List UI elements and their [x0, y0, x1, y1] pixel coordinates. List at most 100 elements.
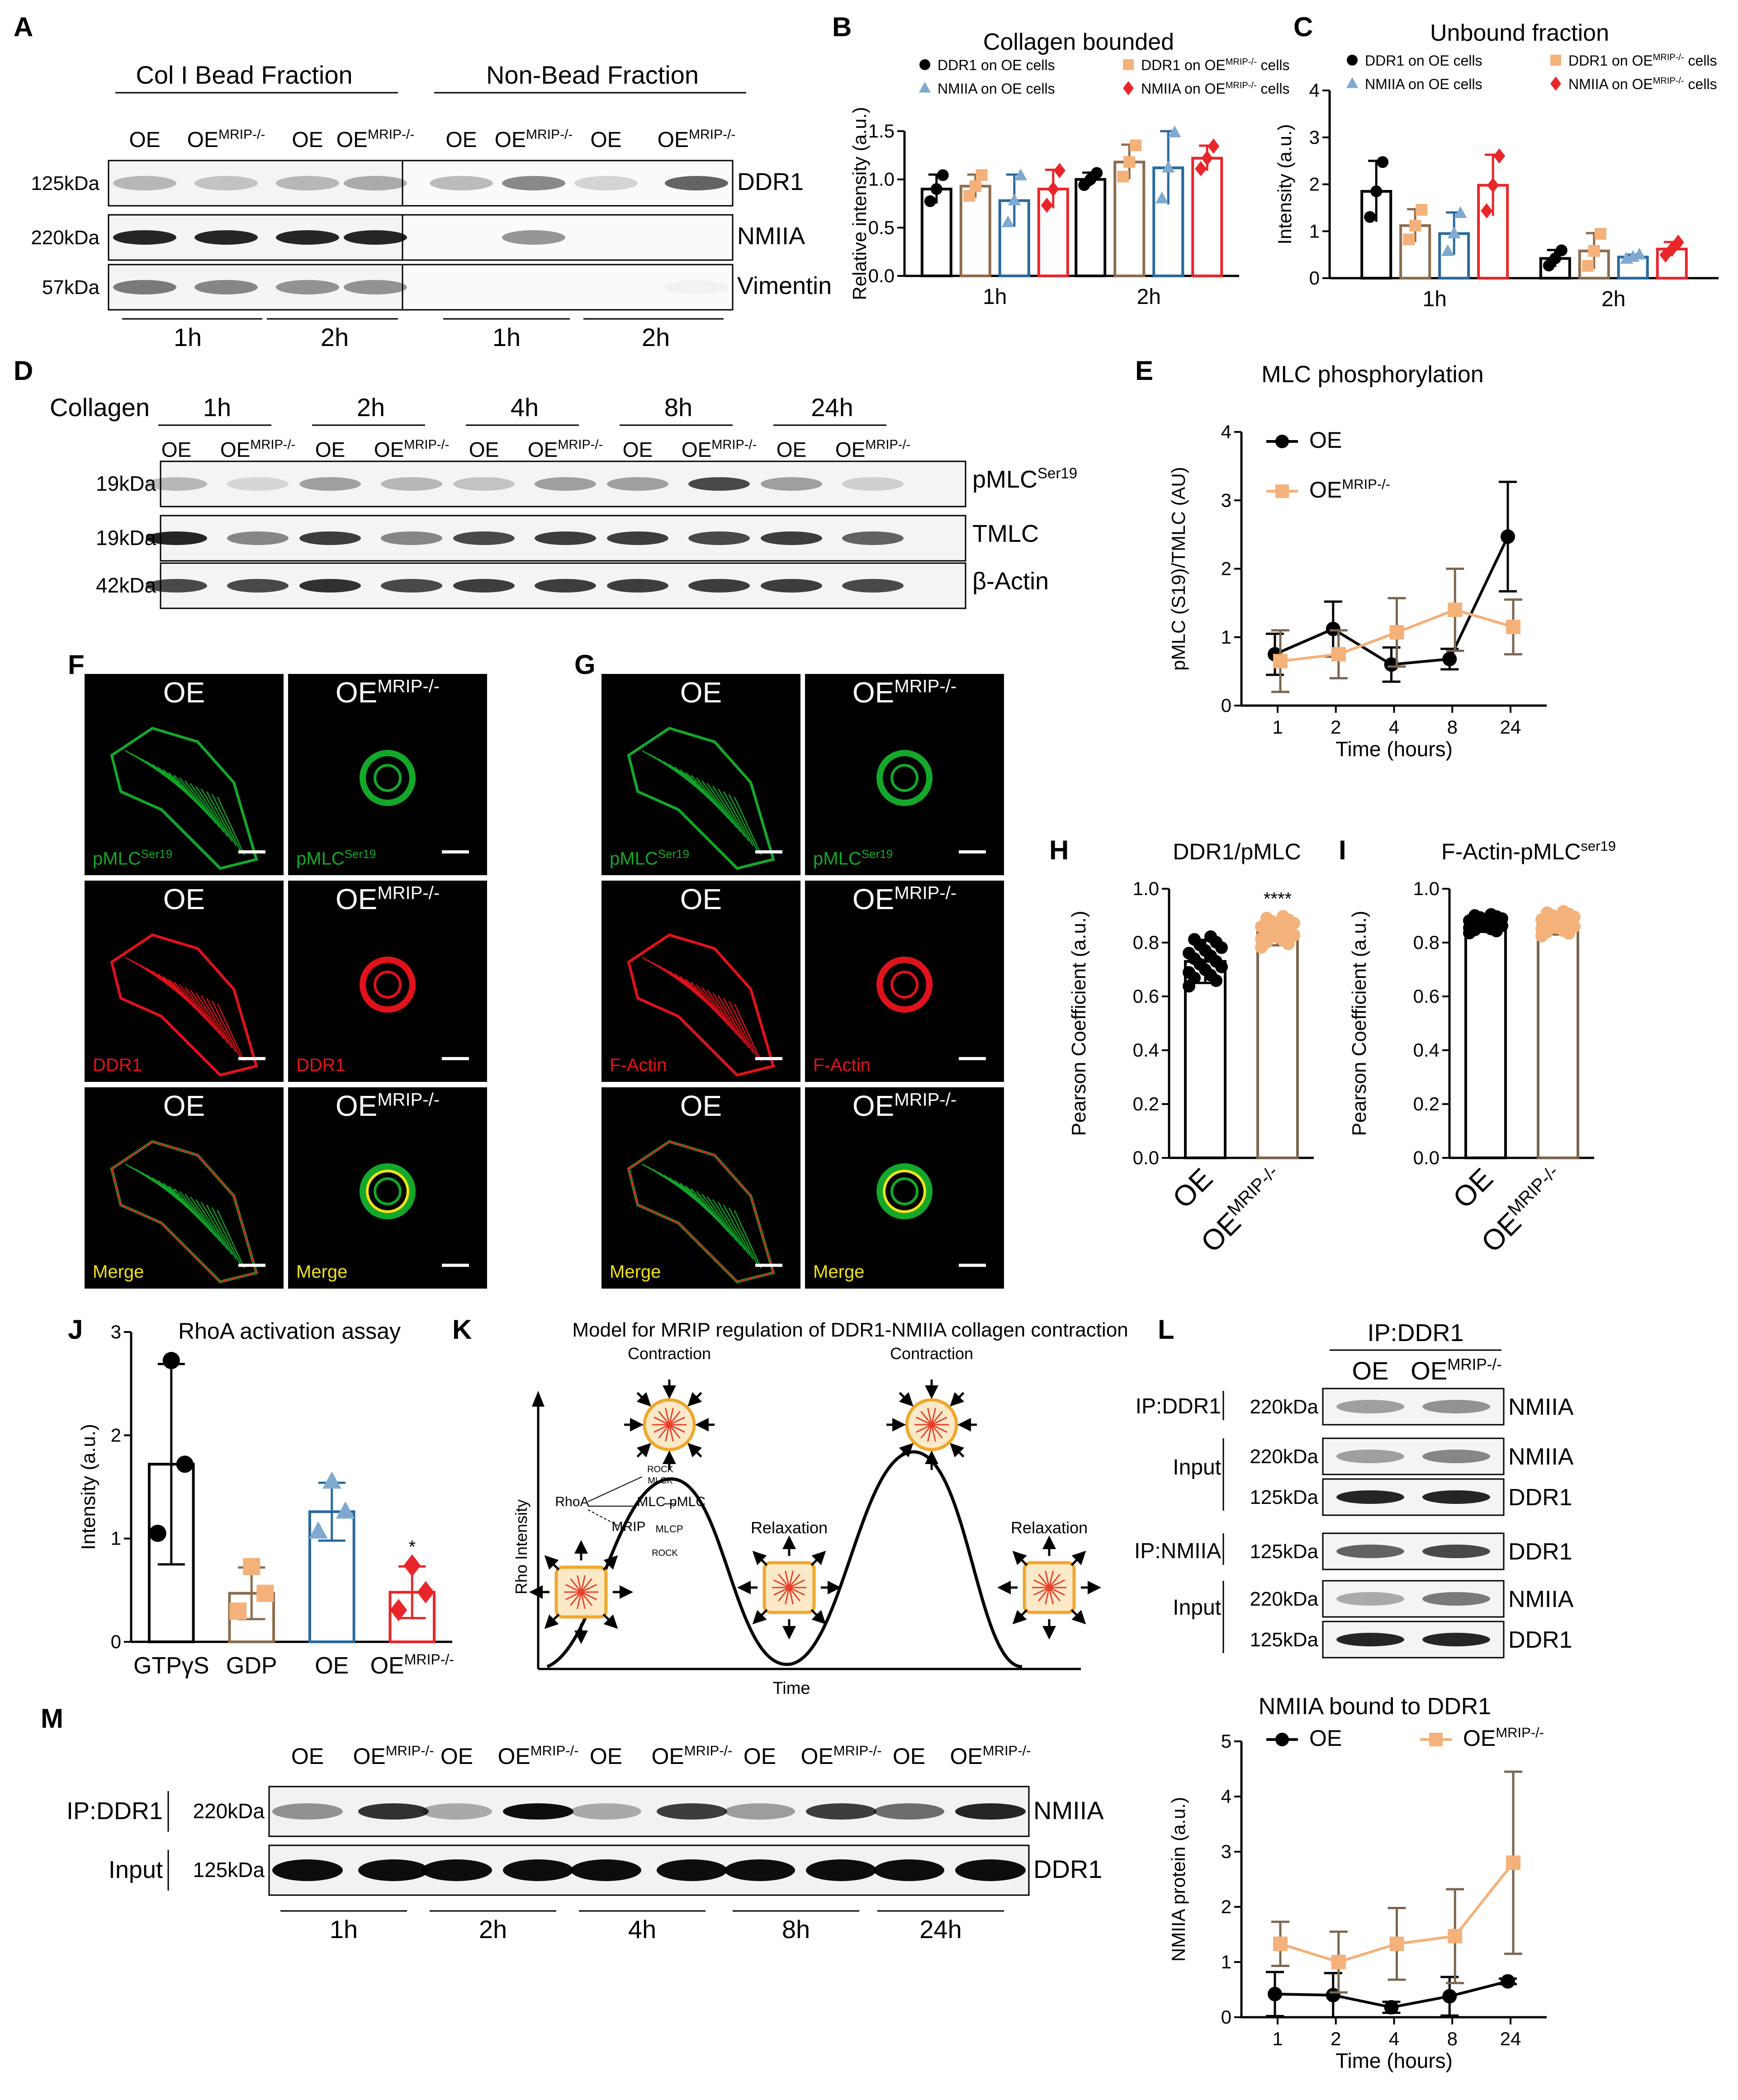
cell-shape — [627, 726, 775, 870]
panel-label-k: K — [452, 1314, 472, 1345]
blot-band — [421, 1859, 492, 1881]
x-tick-label: GTPγS — [133, 1653, 209, 1679]
actin-fiber — [1049, 1579, 1065, 1588]
y-axis-label: Intensity (a.u.) — [1274, 124, 1295, 244]
blot-band — [381, 477, 442, 491]
y-tick-label: 0.6 — [1413, 986, 1440, 1007]
data-point — [1215, 960, 1228, 973]
y-tick-label: 1.5 — [868, 120, 895, 142]
actin-fiber — [581, 1591, 597, 1600]
marker-label: 220kDa — [31, 227, 99, 249]
data-point — [924, 195, 936, 207]
chart-h: DDR1/pMLC Pearson Coefficient (a.u.) 0.0 0.… — [1068, 839, 1314, 1259]
blot-band — [453, 477, 515, 491]
data-point — [1409, 219, 1421, 232]
channel-label: DDR1 — [93, 1055, 142, 1075]
data-point — [1501, 1974, 1515, 1989]
chart-i: F-Actin-pMLCser19 Pearson Coefficient (a.… — [1348, 838, 1616, 1259]
time-label: 2h — [321, 323, 349, 351]
blot-a: Col I Bead Fraction Non-Bead Fraction OE OE… — [31, 61, 832, 351]
image-title: OE — [163, 883, 205, 915]
blot-band — [571, 1803, 641, 1820]
data-point — [1550, 55, 1561, 66]
x-tick-label: 24 — [1500, 2028, 1521, 2049]
actin-fiber — [1045, 1570, 1050, 1588]
data-point — [1594, 228, 1606, 240]
time-label: 8h — [782, 1915, 810, 1944]
blot-band — [344, 176, 407, 190]
y-tick-label: 1.0 — [1413, 878, 1440, 899]
blot-band — [194, 176, 258, 190]
actin-fiber — [668, 1408, 674, 1425]
chart-b: Collagen bounded Relative intensity (a.u.… — [849, 29, 1290, 309]
protein-label: DDR1 — [1508, 1539, 1572, 1565]
lane-label: OE — [291, 1744, 324, 1769]
significance-label: * — [408, 1537, 416, 1557]
actin-fiber — [916, 1424, 932, 1433]
channel-label: pMLCSer19 — [813, 847, 893, 868]
blot-band — [453, 531, 515, 545]
micro_f-image-2-right: OEMRIP-/- DDR1 — [288, 881, 487, 1082]
blot-band — [358, 1859, 429, 1881]
force-arrow — [1070, 1550, 1086, 1566]
panel-label-g: G — [574, 649, 596, 680]
panel-label-i: I — [1339, 835, 1346, 865]
blot-band — [299, 531, 361, 545]
x-axis-label: Time (hours) — [1335, 2049, 1453, 2072]
bar — [1191, 156, 1223, 277]
model-k: Model for MRIP regulation of DDR1-NMIIA … — [512, 1319, 1128, 1698]
data-point — [1123, 59, 1134, 70]
blot-band — [299, 579, 361, 593]
data-point — [149, 1525, 166, 1542]
actin-fiber — [931, 1408, 936, 1425]
blot-band — [607, 579, 668, 593]
time-label: 4h — [511, 393, 539, 422]
legend-entry: OE — [1309, 427, 1342, 453]
data-point — [1273, 1936, 1288, 1951]
cell-shape — [360, 957, 416, 1013]
lane-label: OE — [161, 438, 191, 461]
scale-bar — [442, 1057, 469, 1060]
cell-shape — [627, 933, 775, 1077]
actin-fiber — [789, 1579, 805, 1588]
marker-label: 125kDa — [1250, 1541, 1318, 1563]
y-axis-label: Intensity (a.u.) — [77, 1424, 99, 1550]
blot-band — [381, 531, 442, 545]
x-tick-label: 2 — [1331, 2028, 1341, 2049]
channel-label: pMLCSer19 — [93, 847, 173, 868]
blot-band — [276, 280, 339, 294]
actin-fiber — [668, 1411, 681, 1425]
blot-m: OE OEMRIP-/- OE OEMRIP-/- OE OEMRIP-/- OE OEMRI… — [66, 1743, 1104, 1944]
actin-fiber — [580, 1575, 586, 1593]
actin-fiber — [1033, 1587, 1050, 1596]
legend-entry: DDR1 on OEMRIP-/- cells — [1141, 57, 1290, 73]
actin-fiber — [669, 1417, 685, 1426]
lane-label: OEMRIP-/- — [353, 1743, 434, 1769]
data-point — [1208, 138, 1220, 154]
lane-label: OEMRIP-/- — [528, 438, 603, 461]
lane-label: OE — [777, 438, 806, 461]
data-point — [1130, 139, 1142, 152]
force-arrow — [899, 1392, 914, 1407]
actin-fiber — [931, 1424, 943, 1439]
data-point — [937, 169, 949, 181]
blot-band — [761, 531, 822, 545]
time-label: 8h — [664, 393, 692, 422]
chart-title: MLC phosphorylation — [1261, 361, 1483, 388]
blot-strip — [1322, 1437, 1505, 1475]
y-tick-label: 3 — [1309, 127, 1320, 148]
force-arrow — [544, 1555, 560, 1571]
micro_g-image-1-right: OEMRIP-/- pMLCSer19 — [805, 674, 1004, 875]
actin-fiber — [785, 1587, 790, 1605]
lane-label: OE — [893, 1744, 925, 1769]
pathway-node: ROCK — [647, 1465, 673, 1474]
blot-band — [535, 531, 596, 545]
bar — [1075, 178, 1107, 277]
group-label: IP:DDR1 — [66, 1797, 163, 1825]
channel-label: Merge — [93, 1262, 144, 1282]
pathway-node: pMLC — [669, 1494, 706, 1509]
blot-band — [358, 1803, 429, 1820]
legend-entry: DDR1 on OE cells — [1365, 52, 1482, 69]
cell-shape — [627, 1140, 775, 1284]
channel-label: Merge — [296, 1262, 348, 1282]
